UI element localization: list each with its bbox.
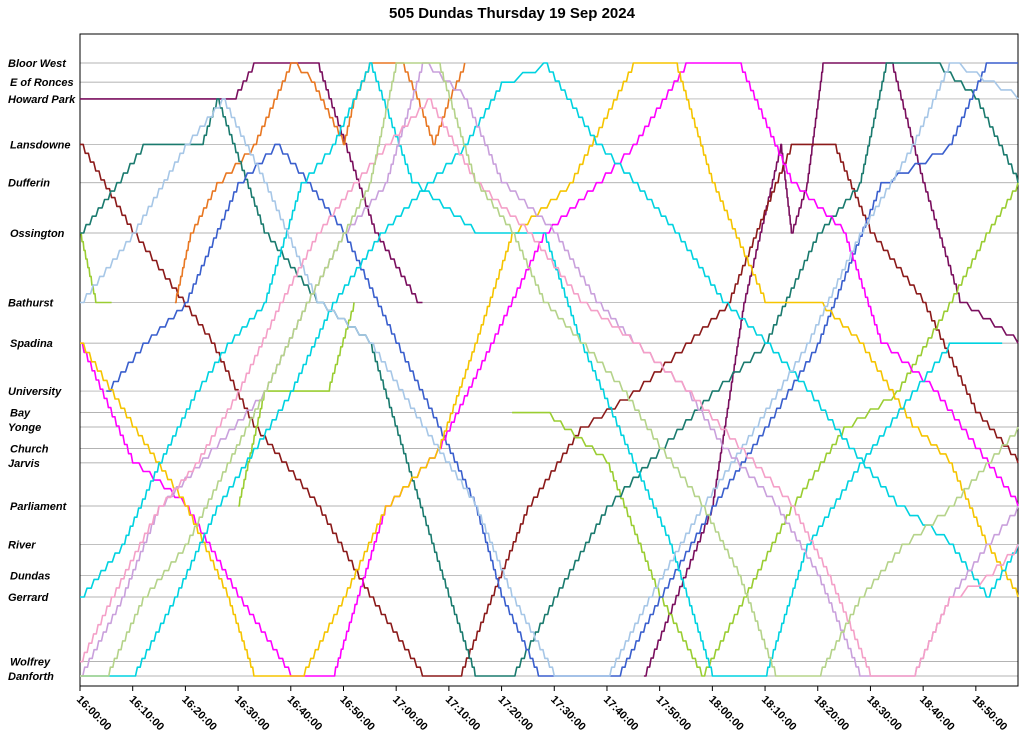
- stop-label: Dufferin: [8, 178, 50, 190]
- x-tick-label: 18:50:00: [970, 694, 1010, 734]
- x-tick-label: 18:40:00: [917, 694, 957, 734]
- stop-label: Lansdowne: [10, 139, 71, 151]
- time-tick-labels: 16:00:00 16:10:00 16:20:00 16:30:00 16:40:00…: [74, 694, 1009, 734]
- vehicle-trace-line: [512, 182, 1019, 677]
- x-tick-label: 17:20:00: [495, 694, 535, 734]
- x-tick-label: 18:20:00: [812, 694, 852, 734]
- x-tick-label: 17:10:00: [443, 694, 483, 734]
- stop-label: Church: [10, 444, 49, 456]
- vehicle-trace-line: [80, 62, 1019, 677]
- stop-label: Bay: [10, 408, 31, 420]
- vehicle-trace-line: [80, 62, 1019, 677]
- vehicle-trace-line: [80, 62, 423, 304]
- x-tick-label: 16:30:00: [232, 694, 272, 734]
- x-tick-label: 16:00:00: [74, 694, 114, 734]
- stop-label: University: [8, 386, 62, 398]
- stop-label: Bathurst: [8, 297, 55, 309]
- x-tick-label: 18:00:00: [706, 694, 746, 734]
- chart-title: 505 Dundas Thursday 19 Sep 2024: [389, 5, 635, 22]
- stop-label: E of Ronces: [10, 77, 74, 89]
- stop-label: Wolfrey: [10, 657, 51, 669]
- vehicle-trace-line: [80, 62, 1019, 677]
- stop-label: Howard Park: [8, 94, 76, 106]
- vehicle-trace-line: [80, 62, 1019, 677]
- vehicle-trace-line: [80, 62, 1019, 677]
- vehicle-trace-line: [80, 98, 1019, 677]
- vehicle-trace-line: [643, 62, 1019, 677]
- x-tick-label: 16:10:00: [127, 694, 167, 734]
- vehicle-trace-line: [80, 232, 112, 304]
- x-tick-label: 17:40:00: [601, 694, 641, 734]
- vehicle-trace-line: [238, 302, 355, 507]
- plot-frame: [79, 33, 1019, 691]
- x-tick-label: 16:40:00: [285, 694, 325, 734]
- x-tick-label: 17:30:00: [548, 694, 588, 734]
- stop-label: River: [8, 539, 36, 551]
- vehicle-trace-line: [106, 62, 1018, 677]
- stop-label: Parliament: [10, 501, 68, 513]
- vehicle-trace-line: [80, 62, 1003, 677]
- stop-label: Dundas: [10, 570, 50, 582]
- stop-labels: Bloor West E of Ronces Howard Park Lansdown…: [8, 58, 76, 683]
- stop-label: Ossington: [10, 228, 65, 240]
- vehicle-trace-line: [174, 62, 466, 304]
- vehicle-trace-line: [80, 62, 1019, 677]
- stop-label: Jarvis: [8, 458, 40, 470]
- series-lines: [80, 62, 1019, 677]
- x-tick-label: 18:30:00: [864, 694, 904, 734]
- stop-label: Yonge: [8, 422, 41, 434]
- stop-label: Danforth: [8, 671, 54, 683]
- x-tick-label: 18:10:00: [759, 694, 799, 734]
- x-tick-label: 17:50:00: [654, 694, 694, 734]
- stop-label: Spadina: [10, 338, 53, 350]
- vehicle-trace-line: [80, 143, 1019, 677]
- stop-label: Gerrard: [8, 592, 49, 604]
- x-tick-label: 16:50:00: [337, 694, 377, 734]
- stop-label: Bloor West: [8, 58, 67, 70]
- vehicle-trace-line: [80, 62, 1019, 677]
- plot-area-border: [79, 33, 1019, 687]
- x-tick-label: 16:20:00: [179, 694, 219, 734]
- x-tick-label: 17:00:00: [390, 694, 430, 734]
